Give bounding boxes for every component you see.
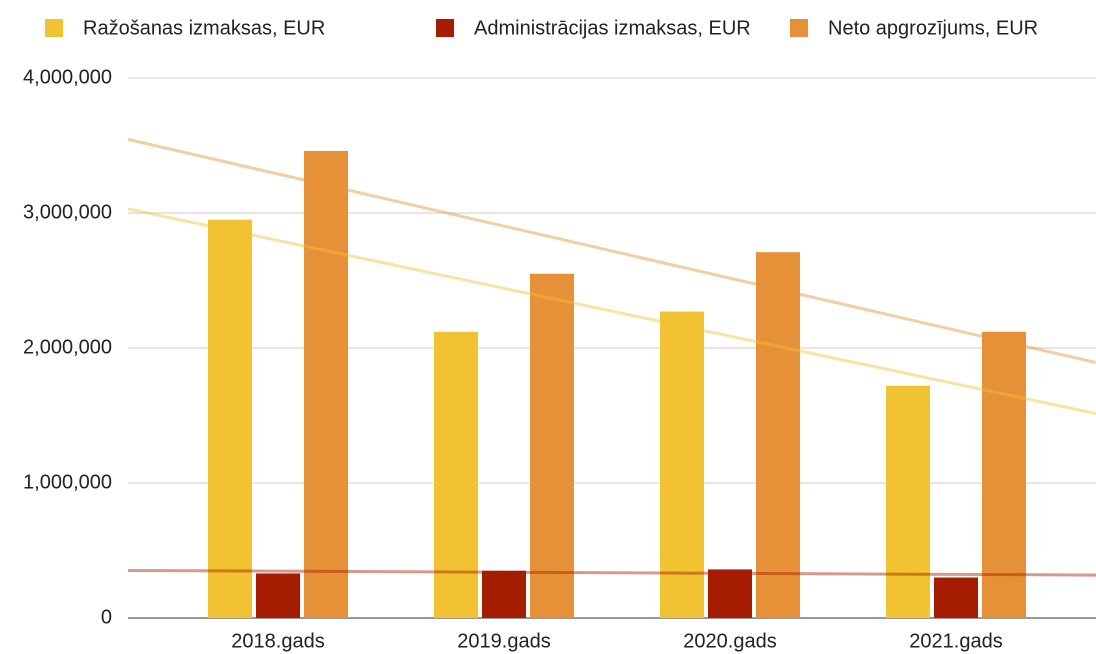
- y-tick-label: 0: [101, 606, 112, 628]
- bar: [886, 385, 930, 618]
- trendline: [127, 568, 1096, 577]
- x-tick-label: 2019.gads: [457, 630, 550, 652]
- x-tick-label: 2021.gads: [909, 630, 1002, 652]
- bar: [530, 273, 574, 618]
- x-tick-label: 2018.gads: [231, 630, 324, 652]
- y-tick-label: 4,000,000: [23, 66, 112, 88]
- trendline: [127, 137, 1096, 365]
- y-tick-label: 3,000,000: [23, 201, 112, 223]
- legend-swatch: [45, 19, 63, 37]
- bar: [982, 331, 1026, 618]
- legend-swatch: [436, 19, 454, 37]
- bar: [434, 331, 478, 618]
- bar: [708, 569, 752, 618]
- x-tick-label: 2020.gads: [683, 630, 776, 652]
- legend-label: Administrācijas izmaksas, EUR: [474, 17, 751, 39]
- bar: [482, 570, 526, 618]
- bar: [208, 219, 252, 618]
- bar: [256, 573, 300, 618]
- legend-swatch: [790, 19, 808, 37]
- y-tick-label: 1,000,000: [23, 471, 112, 493]
- trendline: [127, 207, 1096, 415]
- bar: [756, 252, 800, 618]
- legend-label: Neto apgrozījums, EUR: [828, 17, 1038, 39]
- legend-label: Ražošanas izmaksas, EUR: [83, 17, 325, 39]
- y-tick-label: 2,000,000: [23, 336, 112, 358]
- bar: [934, 577, 978, 618]
- bar: [660, 311, 704, 618]
- bar: [304, 150, 348, 618]
